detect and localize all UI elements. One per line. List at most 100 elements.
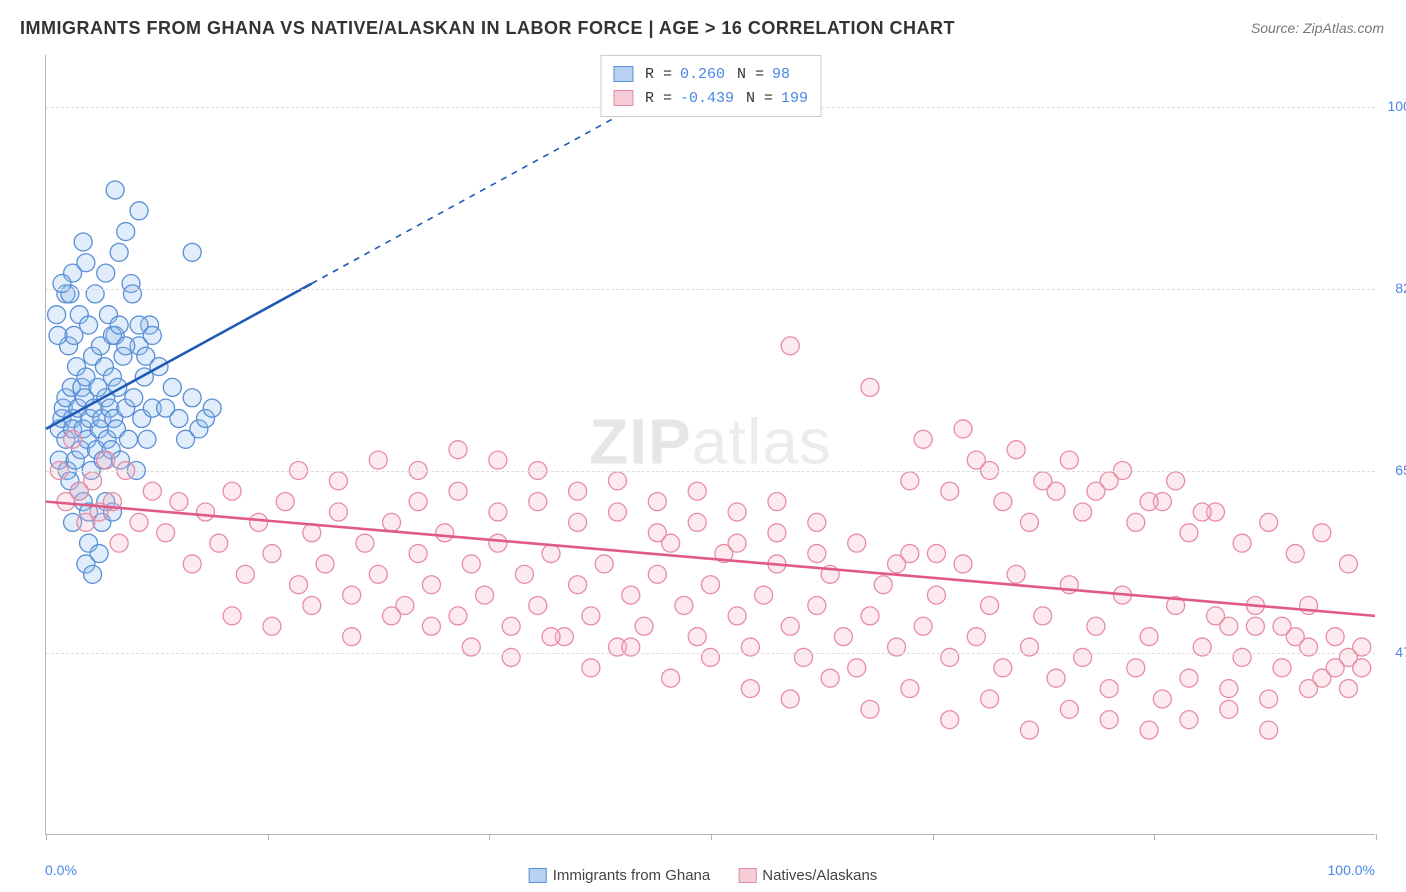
series-legend: Immigrants from Ghana Natives/Alaskans — [529, 867, 878, 884]
legend-n-label: N = — [746, 90, 773, 107]
scatter-point-natives — [994, 493, 1012, 511]
scatter-point-natives — [648, 565, 666, 583]
scatter-point-natives — [316, 555, 334, 573]
scatter-point-natives — [422, 617, 440, 635]
scatter-point-natives — [874, 576, 892, 594]
scatter-point-natives — [449, 607, 467, 625]
scatter-point-natives — [1047, 669, 1065, 687]
scatter-point-natives — [1300, 680, 1318, 698]
scatter-point-natives — [170, 493, 188, 511]
scatter-point-natives — [1180, 711, 1198, 729]
scatter-point-natives — [1087, 482, 1105, 500]
legend-label: Natives/Alaskans — [762, 867, 877, 884]
y-tick-label: 65.0% — [1395, 462, 1406, 478]
scatter-point-natives — [861, 607, 879, 625]
scatter-point-natives — [702, 576, 720, 594]
legend-r-value: 0.260 — [680, 66, 725, 83]
scatter-point-ghana — [138, 430, 156, 448]
scatter-point-natives — [728, 503, 746, 521]
scatter-point-natives — [290, 576, 308, 594]
scatter-point-natives — [1313, 524, 1331, 542]
scatter-point-natives — [688, 482, 706, 500]
legend-row: R =-0.439N =199 — [613, 86, 808, 110]
scatter-point-natives — [1087, 617, 1105, 635]
scatter-point-natives — [223, 607, 241, 625]
scatter-point-natives — [728, 534, 746, 552]
trend-line-ext-ghana — [312, 102, 644, 284]
scatter-point-natives — [941, 711, 959, 729]
scatter-point-natives — [529, 493, 547, 511]
scatter-point-natives — [901, 472, 919, 490]
scatter-point-natives — [502, 648, 520, 666]
scatter-point-natives — [954, 555, 972, 573]
trend-line-natives — [46, 502, 1375, 616]
scatter-point-natives — [476, 586, 494, 604]
scatter-point-ghana — [117, 337, 135, 355]
scatter-point-natives — [157, 524, 175, 542]
scatter-point-natives — [648, 524, 666, 542]
scatter-point-natives — [675, 597, 693, 615]
scatter-point-natives — [529, 597, 547, 615]
scatter-point-ghana — [77, 254, 95, 272]
scatter-point-natives — [409, 493, 427, 511]
scatter-point-ghana — [80, 316, 98, 334]
scatter-point-natives — [489, 451, 507, 469]
scatter-point-natives — [781, 690, 799, 708]
scatter-point-natives — [781, 617, 799, 635]
scatter-point-natives — [64, 430, 82, 448]
scatter-point-ghana — [74, 233, 92, 251]
scatter-point-natives — [1273, 617, 1291, 635]
scatter-point-natives — [1153, 690, 1171, 708]
gridline — [46, 653, 1375, 654]
scatter-point-natives — [183, 555, 201, 573]
scatter-point-natives — [1260, 690, 1278, 708]
scatter-point-natives — [110, 534, 128, 552]
scatter-point-natives — [1074, 503, 1092, 521]
scatter-point-natives — [329, 503, 347, 521]
x-tick — [489, 834, 490, 840]
x-tick-label: 100.0% — [1328, 862, 1375, 878]
scatter-point-natives — [276, 493, 294, 511]
scatter-point-natives — [542, 628, 560, 646]
scatter-point-natives — [848, 659, 866, 677]
scatter-point-natives — [1180, 524, 1198, 542]
scatter-point-natives — [1007, 565, 1025, 583]
scatter-point-natives — [1326, 628, 1344, 646]
scatter-point-natives — [861, 378, 879, 396]
scatter-point-natives — [1260, 513, 1278, 531]
scatter-point-ghana — [163, 378, 181, 396]
x-tick-label: 0.0% — [45, 862, 77, 878]
legend-item: Immigrants from Ghana — [529, 867, 711, 884]
legend-n-value: 199 — [781, 90, 808, 107]
scatter-point-natives — [1167, 472, 1185, 490]
y-tick-label: 100.0% — [1388, 98, 1406, 114]
scatter-point-natives — [662, 669, 680, 687]
scatter-point-natives — [210, 534, 228, 552]
scatter-point-natives — [967, 628, 985, 646]
legend-r-label: R = — [645, 90, 672, 107]
legend-item: Natives/Alaskans — [738, 867, 877, 884]
scatter-point-ghana — [117, 223, 135, 241]
scatter-point-natives — [1180, 669, 1198, 687]
legend-r-label: R = — [645, 66, 672, 83]
scatter-point-natives — [1127, 659, 1145, 677]
scatter-point-natives — [303, 524, 321, 542]
legend-row: R = 0.260N = 98 — [613, 62, 808, 86]
scatter-point-natives — [383, 607, 401, 625]
scatter-point-natives — [1220, 617, 1238, 635]
scatter-point-natives — [582, 659, 600, 677]
scatter-point-natives — [303, 597, 321, 615]
scatter-point-natives — [795, 648, 813, 666]
scatter-point-ghana — [123, 285, 141, 303]
scatter-point-natives — [409, 545, 427, 563]
scatter-point-natives — [901, 680, 919, 698]
scatter-point-ghana — [86, 285, 104, 303]
scatter-point-natives — [808, 597, 826, 615]
scatter-point-ghana — [110, 243, 128, 261]
legend-swatch — [529, 868, 547, 883]
scatter-point-natives — [648, 493, 666, 511]
scatter-point-natives — [888, 555, 906, 573]
scatter-point-ghana — [170, 410, 188, 428]
scatter-point-natives — [250, 513, 268, 531]
scatter-point-natives — [728, 607, 746, 625]
